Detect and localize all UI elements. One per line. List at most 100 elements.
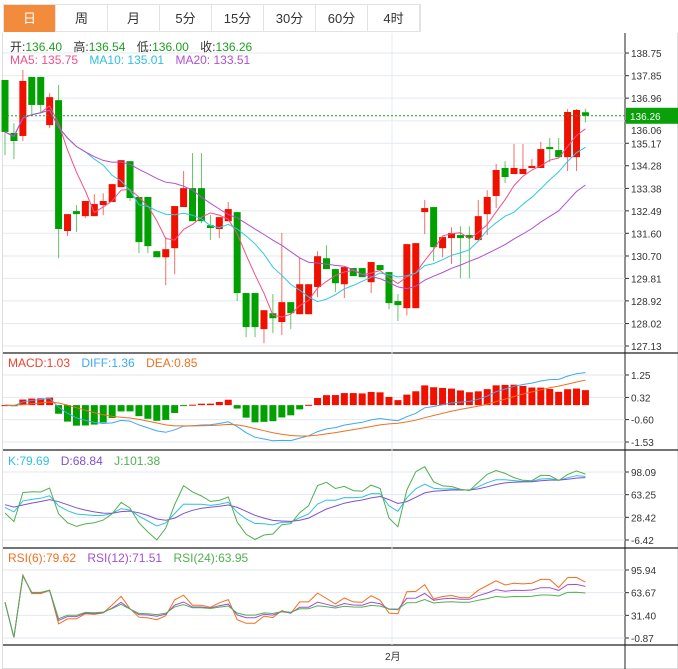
candle-body (546, 147, 554, 150)
candle-body (385, 272, 393, 304)
macd-bar (108, 405, 116, 419)
j-line (4, 466, 586, 541)
diff-value: DIFF:1.36 (81, 356, 135, 370)
high-value: 136.54 (88, 40, 126, 54)
price-tick-label: 136.06 (631, 126, 662, 137)
candle-body (180, 188, 188, 208)
candle-body (153, 251, 161, 258)
dea-line (4, 379, 586, 437)
diff-line (4, 372, 586, 442)
macd-bar (421, 385, 429, 406)
k-value: K:79.69 (8, 454, 50, 468)
macd-bar (385, 396, 393, 406)
candle-body (519, 168, 527, 175)
candle-body (287, 302, 295, 314)
tab-3[interactable]: 5分 (160, 5, 212, 32)
open-value: 136.40 (25, 40, 63, 54)
macd-bar (483, 389, 491, 406)
candle-body (215, 217, 223, 230)
price-tick-label: 128.02 (631, 320, 662, 331)
candle-body (412, 243, 420, 309)
macd-bar (233, 405, 241, 409)
macd-tick-label: -0.60 (631, 416, 654, 427)
candle-body (448, 233, 455, 239)
tab-4[interactable]: 15分 (212, 5, 264, 32)
macd-bar (331, 395, 339, 406)
ma20-value: MA20: 133.51 (175, 53, 251, 67)
rsi24-value: RSI(24):63.95 (173, 551, 249, 565)
macd-bar (269, 405, 277, 422)
candle-body (269, 313, 277, 319)
macd-legend: MACD:1.03 DIFF:1.36 DEA:0.85 (8, 356, 205, 370)
candle-body (251, 293, 259, 328)
macd-bar (367, 391, 375, 406)
macd-bar (448, 388, 455, 406)
tab-1[interactable]: 周 (56, 5, 108, 32)
candle-body (90, 204, 98, 217)
macd-bar (465, 392, 473, 406)
macd-bar (171, 405, 179, 413)
close-value: 136.26 (215, 40, 253, 54)
candle-body (581, 112, 589, 116)
candle-body (305, 284, 313, 315)
macd-bar (305, 404, 313, 406)
kdj-tick-label: 98.09 (631, 468, 656, 479)
candle-body (189, 188, 197, 222)
tab-2[interactable]: 月 (108, 5, 160, 32)
tab-7[interactable]: 4时 (368, 5, 420, 32)
macd-bar (403, 394, 411, 406)
candle-body (55, 100, 63, 230)
candle-body (28, 76, 36, 105)
macd-bar (287, 405, 295, 416)
macd-bar (215, 401, 223, 406)
macd-bar (180, 405, 188, 407)
kdj-tick-label: 28.42 (631, 513, 656, 524)
macd-bar (90, 405, 98, 425)
candle-body (331, 269, 339, 284)
candle-body (456, 235, 464, 239)
low-value: 136.00 (152, 40, 189, 54)
macd-bar (555, 391, 563, 406)
rsi24-line (4, 574, 586, 638)
macd-bar (224, 399, 232, 406)
price-tick-label: 133.38 (631, 184, 662, 195)
ma-legend: MA5: 135.75 MA10: 135.01 MA20: 133.51 (10, 53, 258, 67)
tab-6[interactable]: 60分 (316, 5, 368, 32)
dea-value: DEA:0.85 (146, 356, 198, 370)
candle-body (573, 109, 581, 158)
macd-bar (99, 405, 107, 423)
macd-bar (260, 405, 268, 422)
rsi-legend: RSI(6):79.62 RSI(12):71.51 RSI(24):63.95 (8, 551, 256, 565)
macd-bar (528, 387, 536, 406)
kdj-tick-label: 63.25 (631, 491, 656, 502)
candle-body (242, 293, 250, 328)
ma10-line (4, 109, 586, 303)
candle-body (99, 201, 107, 206)
macd-bar (537, 387, 545, 406)
rsi12-value: RSI(12):71.51 (87, 551, 163, 565)
macd-bar (144, 405, 152, 419)
price-tick-label: 127.13 (631, 342, 662, 353)
rsi-tick-label: 31.40 (631, 611, 656, 622)
candle-body (224, 209, 232, 222)
candle-body (465, 235, 473, 239)
candle-body (1, 79, 9, 132)
candle-body (340, 267, 348, 285)
candle-body (483, 196, 491, 215)
price-tick-label: 137.85 (631, 72, 662, 83)
macd-bar (519, 385, 527, 406)
macd-bar (153, 405, 161, 421)
macd-bar (456, 390, 464, 406)
low-label: 低: (136, 40, 153, 54)
price-tick-label: 129.81 (631, 274, 662, 285)
macd-bar (394, 400, 402, 406)
candle-body (564, 112, 572, 158)
tab-5[interactable]: 30分 (264, 5, 316, 32)
price-tick-label: 132.49 (631, 207, 662, 218)
open-label: 开: (10, 40, 26, 54)
macd-bar (349, 393, 357, 406)
candle-body (367, 262, 375, 283)
kdj-legend: K:79.69 D:68.84 J:101.38 (8, 454, 168, 468)
tab-0[interactable]: 日 (4, 5, 56, 32)
